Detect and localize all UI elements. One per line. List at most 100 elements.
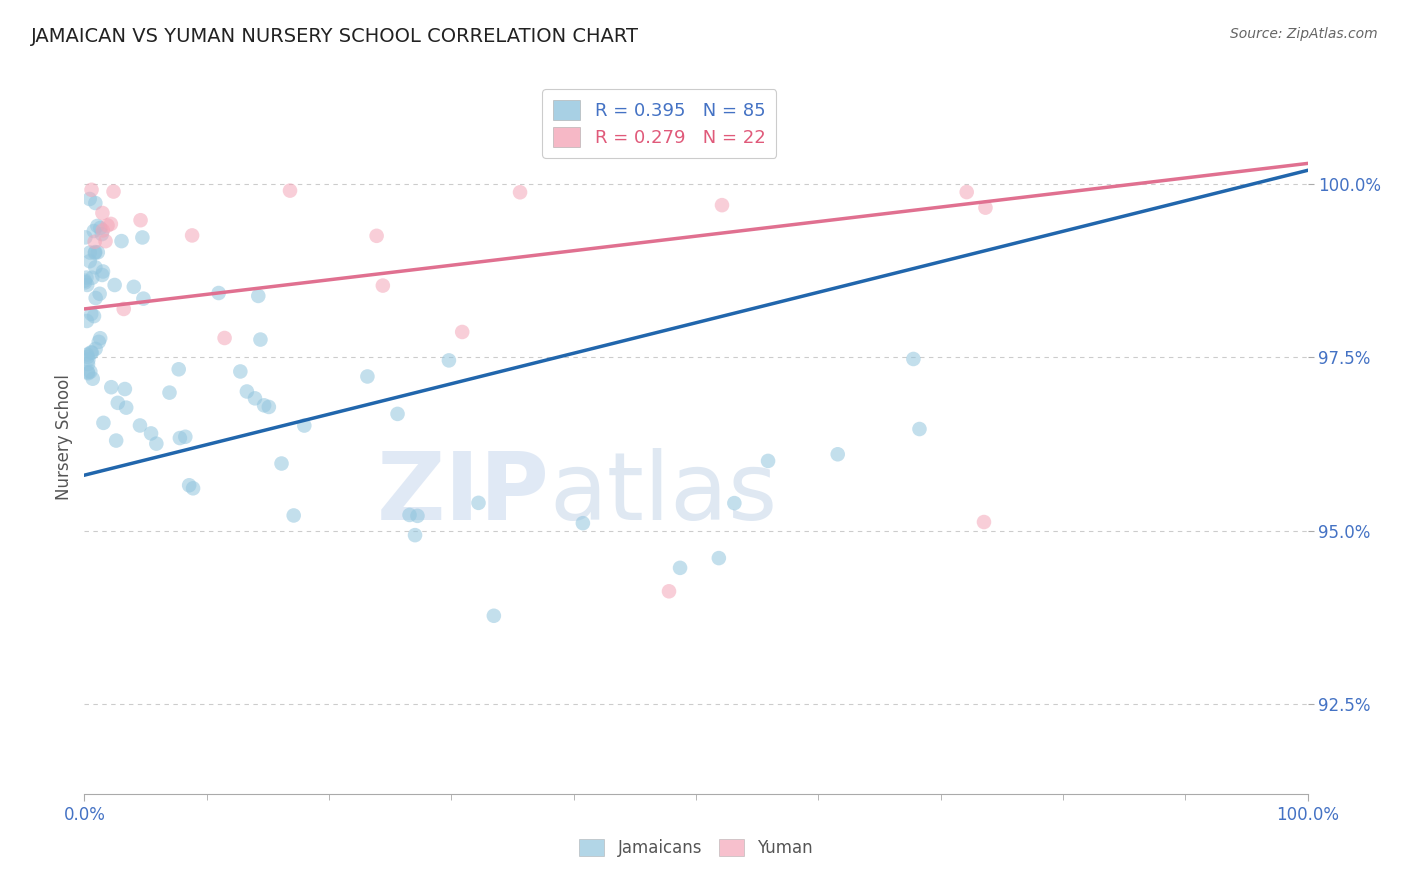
Text: Source: ZipAtlas.com: Source: ZipAtlas.com <box>1230 27 1378 41</box>
Point <box>76 348 98 362</box>
Point <box>406 508 429 523</box>
Point <box>103 185 125 199</box>
Point <box>249 333 271 347</box>
Point <box>257 400 280 414</box>
Point <box>100 217 122 231</box>
Point <box>83 235 105 249</box>
Point <box>76 365 98 379</box>
Point <box>658 584 681 599</box>
Point <box>404 528 426 542</box>
Point <box>236 384 259 399</box>
Point <box>208 285 231 300</box>
Point <box>86 219 108 233</box>
Point <box>77 352 100 367</box>
Point <box>243 392 266 406</box>
Y-axis label: Nursery School: Nursery School <box>55 374 73 500</box>
Point <box>387 407 409 421</box>
Point <box>73 274 96 288</box>
Point <box>139 426 162 441</box>
Point <box>572 516 595 531</box>
Point <box>96 219 118 233</box>
Point <box>87 245 110 260</box>
Point <box>253 398 276 412</box>
Point <box>76 350 98 364</box>
Point <box>89 221 111 235</box>
Point <box>75 276 97 290</box>
Point <box>756 454 779 468</box>
Point <box>79 254 101 268</box>
Point <box>114 382 136 396</box>
Point <box>91 268 114 282</box>
Point <box>112 301 135 316</box>
Point <box>159 385 181 400</box>
Point <box>93 416 115 430</box>
Point <box>903 351 925 366</box>
Text: atlas: atlas <box>550 448 778 541</box>
Point <box>229 364 252 378</box>
Text: ZIP: ZIP <box>377 448 550 541</box>
Point <box>169 431 191 445</box>
Point <box>167 362 190 376</box>
Point <box>129 213 152 227</box>
Point <box>179 478 201 492</box>
Point <box>76 277 98 292</box>
Point <box>75 270 97 285</box>
Point <box>77 366 100 380</box>
Point <box>145 436 167 450</box>
Point <box>292 418 315 433</box>
Point <box>437 353 460 368</box>
Point <box>84 196 107 211</box>
Point <box>482 608 505 623</box>
Point <box>75 230 97 244</box>
Point <box>115 401 138 415</box>
Point <box>80 345 103 359</box>
Point <box>79 365 101 379</box>
Point <box>89 286 111 301</box>
Point <box>129 418 152 433</box>
Point <box>247 289 270 303</box>
Point <box>89 331 111 345</box>
Point <box>973 515 995 529</box>
Point <box>283 508 305 523</box>
Point <box>83 224 105 238</box>
Point <box>82 270 104 285</box>
Point <box>131 230 153 244</box>
Point <box>669 561 692 575</box>
Point <box>110 234 132 248</box>
Point <box>80 307 103 321</box>
Point <box>90 227 112 241</box>
Point <box>82 372 104 386</box>
Point <box>87 334 110 349</box>
Point <box>83 245 105 260</box>
Point <box>104 278 127 293</box>
Point <box>371 278 394 293</box>
Point <box>956 185 979 199</box>
Point <box>79 192 101 206</box>
Point <box>84 291 107 305</box>
Point <box>181 481 204 495</box>
Point <box>356 369 378 384</box>
Point <box>80 345 103 359</box>
Point <box>94 234 117 248</box>
Point <box>509 186 531 200</box>
Point <box>77 357 100 371</box>
Point <box>122 280 145 294</box>
Point <box>451 325 474 339</box>
Point <box>270 457 292 471</box>
Point <box>908 422 931 436</box>
Point <box>91 206 114 220</box>
Point <box>100 380 122 394</box>
Point <box>79 245 101 260</box>
Point <box>80 183 103 197</box>
Point <box>91 264 114 278</box>
Point <box>827 447 849 461</box>
Point <box>132 292 155 306</box>
Text: JAMAICAN VS YUMAN NURSERY SCHOOL CORRELATION CHART: JAMAICAN VS YUMAN NURSERY SCHOOL CORRELA… <box>31 27 638 45</box>
Point <box>84 260 107 275</box>
Point <box>76 314 98 328</box>
Point <box>84 342 107 356</box>
Point <box>707 551 730 566</box>
Point <box>278 184 301 198</box>
Point <box>181 228 204 243</box>
Legend: Jamaicans, Yuman: Jamaicans, Yuman <box>572 832 820 864</box>
